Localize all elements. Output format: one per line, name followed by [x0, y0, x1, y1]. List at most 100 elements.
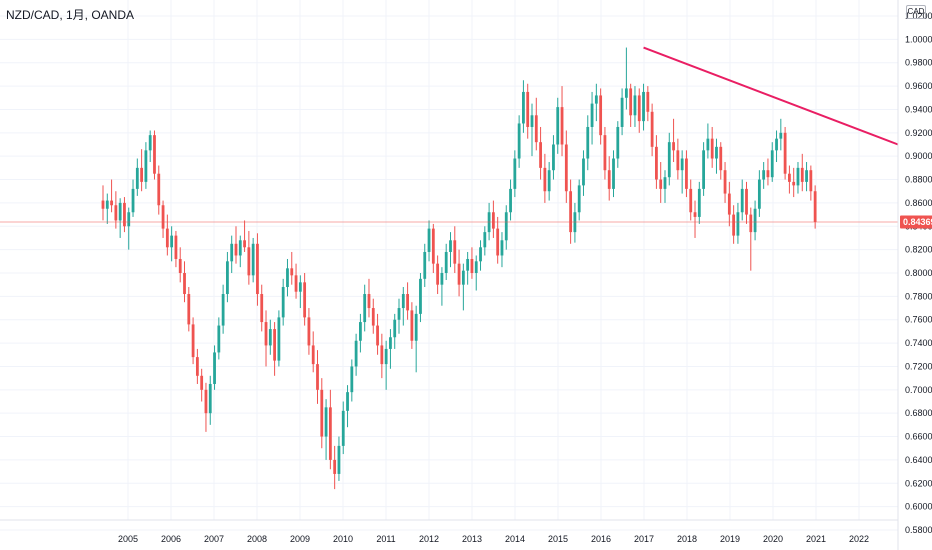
- candle-body: [766, 170, 770, 178]
- candle-body: [251, 243, 255, 276]
- candle: [346, 385, 349, 428]
- candle: [624, 47, 628, 110]
- candle-body: [144, 150, 148, 182]
- candle: [736, 202, 740, 244]
- candle: [569, 179, 573, 244]
- candle-body: [316, 364, 319, 390]
- candle: [594, 83, 598, 122]
- candle-body: [616, 126, 620, 159]
- candle-body: [736, 212, 740, 236]
- candle: [783, 126, 787, 180]
- candle-body: [517, 123, 521, 159]
- candle: [204, 382, 208, 432]
- candle: [586, 115, 590, 171]
- candle-body: [500, 240, 504, 256]
- candle: [174, 230, 178, 268]
- candle-body: [552, 144, 555, 171]
- candle-body: [513, 158, 517, 189]
- x-tick-label: 2019: [720, 534, 740, 544]
- candle-body: [461, 270, 465, 285]
- resistance-trendline[interactable]: [643, 46, 899, 146]
- candle: [564, 130, 568, 203]
- candle-body: [174, 235, 178, 259]
- candle: [208, 375, 212, 425]
- candle-body: [624, 88, 628, 98]
- candle: [118, 198, 122, 238]
- candle: [131, 179, 135, 217]
- candle: [727, 181, 731, 227]
- candle: [187, 287, 191, 332]
- candle-body: [153, 135, 156, 174]
- candle: [195, 348, 199, 384]
- candle-body: [466, 258, 470, 271]
- candle: [757, 170, 761, 217]
- candle-body: [637, 95, 641, 122]
- candle: [603, 126, 607, 180]
- candle-body: [779, 132, 783, 139]
- candle: [534, 97, 538, 151]
- candle: [697, 181, 701, 224]
- x-tick-label: 2009: [290, 534, 310, 544]
- candle-body: [762, 170, 766, 180]
- candle: [273, 322, 276, 376]
- candle-body: [522, 91, 525, 124]
- candle-body: [775, 138, 778, 151]
- candle: [307, 308, 311, 355]
- candle-body: [702, 150, 705, 189]
- overlay-layer: [0, 46, 899, 223]
- candle: [517, 115, 521, 168]
- grid-lines: [0, 0, 898, 531]
- candle: [693, 200, 697, 238]
- candle-body: [788, 173, 791, 182]
- candle: [268, 319, 272, 355]
- candle: [616, 121, 620, 168]
- candle-body: [414, 313, 418, 341]
- candle: [148, 130, 152, 163]
- candle-body: [569, 191, 573, 233]
- candle-body: [333, 459, 337, 474]
- candle: [715, 138, 718, 174]
- candle-body: [230, 243, 234, 262]
- candle-body: [594, 95, 598, 104]
- candle-body: [187, 294, 191, 325]
- x-axis[interactable]: 2005 2006 2007 2008 2009 2010 2011 2012 2013 2014…: [0, 519, 898, 544]
- candle-body: [530, 115, 534, 127]
- candle: [800, 153, 804, 192]
- candle: [277, 310, 281, 367]
- candle: [247, 230, 251, 285]
- candle-body: [393, 319, 397, 338]
- candle-body: [367, 294, 371, 309]
- candle: [479, 240, 482, 271]
- candle-body: [346, 392, 349, 411]
- candle-body: [474, 261, 478, 273]
- candle-body: [341, 410, 345, 446]
- candle-body: [226, 261, 229, 295]
- candle-body: [796, 167, 800, 186]
- candle: [470, 247, 474, 279]
- candle: [127, 207, 131, 250]
- candle: [380, 333, 384, 379]
- candle: [363, 284, 367, 332]
- candle: [238, 235, 242, 268]
- candle: [217, 317, 221, 360]
- candle: [496, 216, 500, 264]
- candle-body: [440, 273, 444, 285]
- x-tick-label: 2017: [634, 534, 654, 544]
- candle-body: [281, 287, 285, 318]
- candle: [316, 350, 319, 404]
- candle: [311, 331, 315, 373]
- candle: [775, 130, 778, 163]
- candle-body: [667, 142, 671, 178]
- y-tick-label: 1.00000: [905, 34, 932, 44]
- candle: [234, 226, 238, 264]
- candle-body: [586, 126, 590, 159]
- candle: [140, 149, 144, 192]
- currency-badge[interactable]: CAD: [906, 5, 926, 19]
- candle-body: [449, 240, 452, 252]
